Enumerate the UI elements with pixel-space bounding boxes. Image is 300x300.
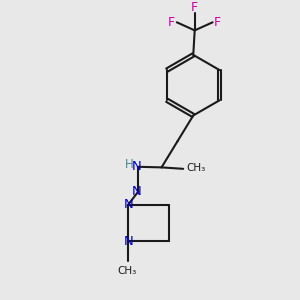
- Text: F: F: [191, 1, 198, 14]
- Text: CH₃: CH₃: [118, 266, 137, 276]
- Text: N: N: [124, 235, 133, 248]
- Text: CH₃: CH₃: [187, 163, 206, 173]
- Text: N: N: [124, 198, 133, 211]
- Text: F: F: [214, 16, 221, 29]
- Text: N: N: [131, 160, 141, 173]
- Text: N: N: [131, 185, 141, 198]
- Text: F: F: [168, 16, 175, 29]
- Text: H: H: [125, 158, 134, 171]
